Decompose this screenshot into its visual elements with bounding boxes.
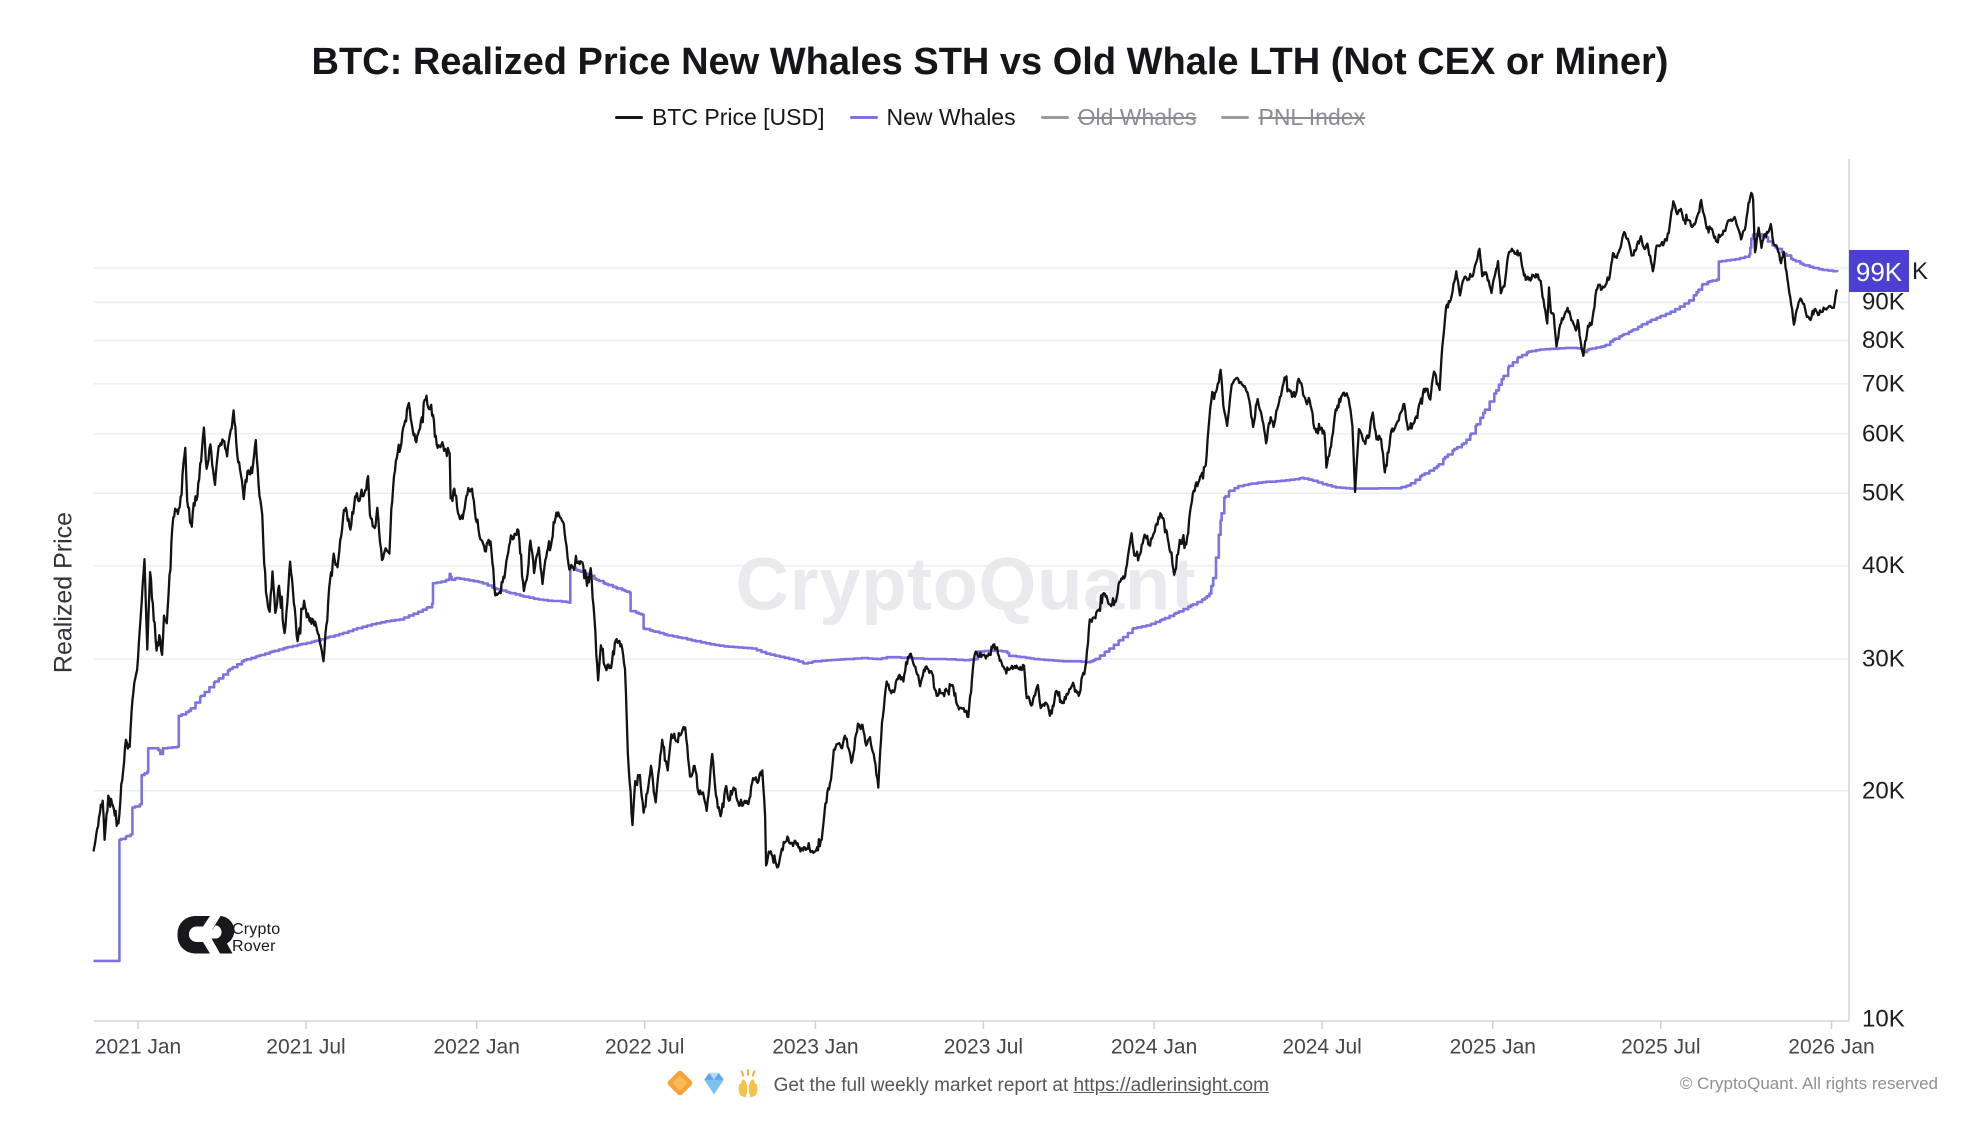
svg-text:2021 Jan: 2021 Jan: [95, 1036, 181, 1059]
svg-text:2022 Jul: 2022 Jul: [605, 1036, 684, 1059]
svg-text:50K: 50K: [1862, 480, 1905, 507]
svg-text:K: K: [1912, 258, 1928, 285]
svg-text:99K: 99K: [1856, 257, 1903, 287]
svg-text:2023 Jul: 2023 Jul: [944, 1036, 1023, 1059]
svg-text:2023 Jan: 2023 Jan: [772, 1036, 858, 1059]
svg-text:30K: 30K: [1862, 646, 1905, 673]
svg-text:2025 Jul: 2025 Jul: [1621, 1036, 1700, 1059]
svg-text:20K: 20K: [1862, 777, 1905, 804]
svg-text:2022 Jan: 2022 Jan: [433, 1036, 519, 1059]
svg-text:2021 Jul: 2021 Jul: [266, 1036, 345, 1059]
svg-text:80K: 80K: [1862, 327, 1905, 354]
svg-text:40K: 40K: [1862, 552, 1905, 579]
svg-text:2026 Jan: 2026 Jan: [1788, 1036, 1874, 1059]
svg-text:60K: 60K: [1862, 420, 1905, 447]
svg-text:70K: 70K: [1862, 370, 1905, 397]
svg-text:10K: 10K: [1862, 1006, 1905, 1033]
svg-text:90K: 90K: [1862, 289, 1905, 316]
svg-text:2024 Jul: 2024 Jul: [1282, 1036, 1361, 1059]
svg-text:2024 Jan: 2024 Jan: [1111, 1036, 1197, 1059]
svg-text:2025 Jan: 2025 Jan: [1450, 1036, 1536, 1059]
